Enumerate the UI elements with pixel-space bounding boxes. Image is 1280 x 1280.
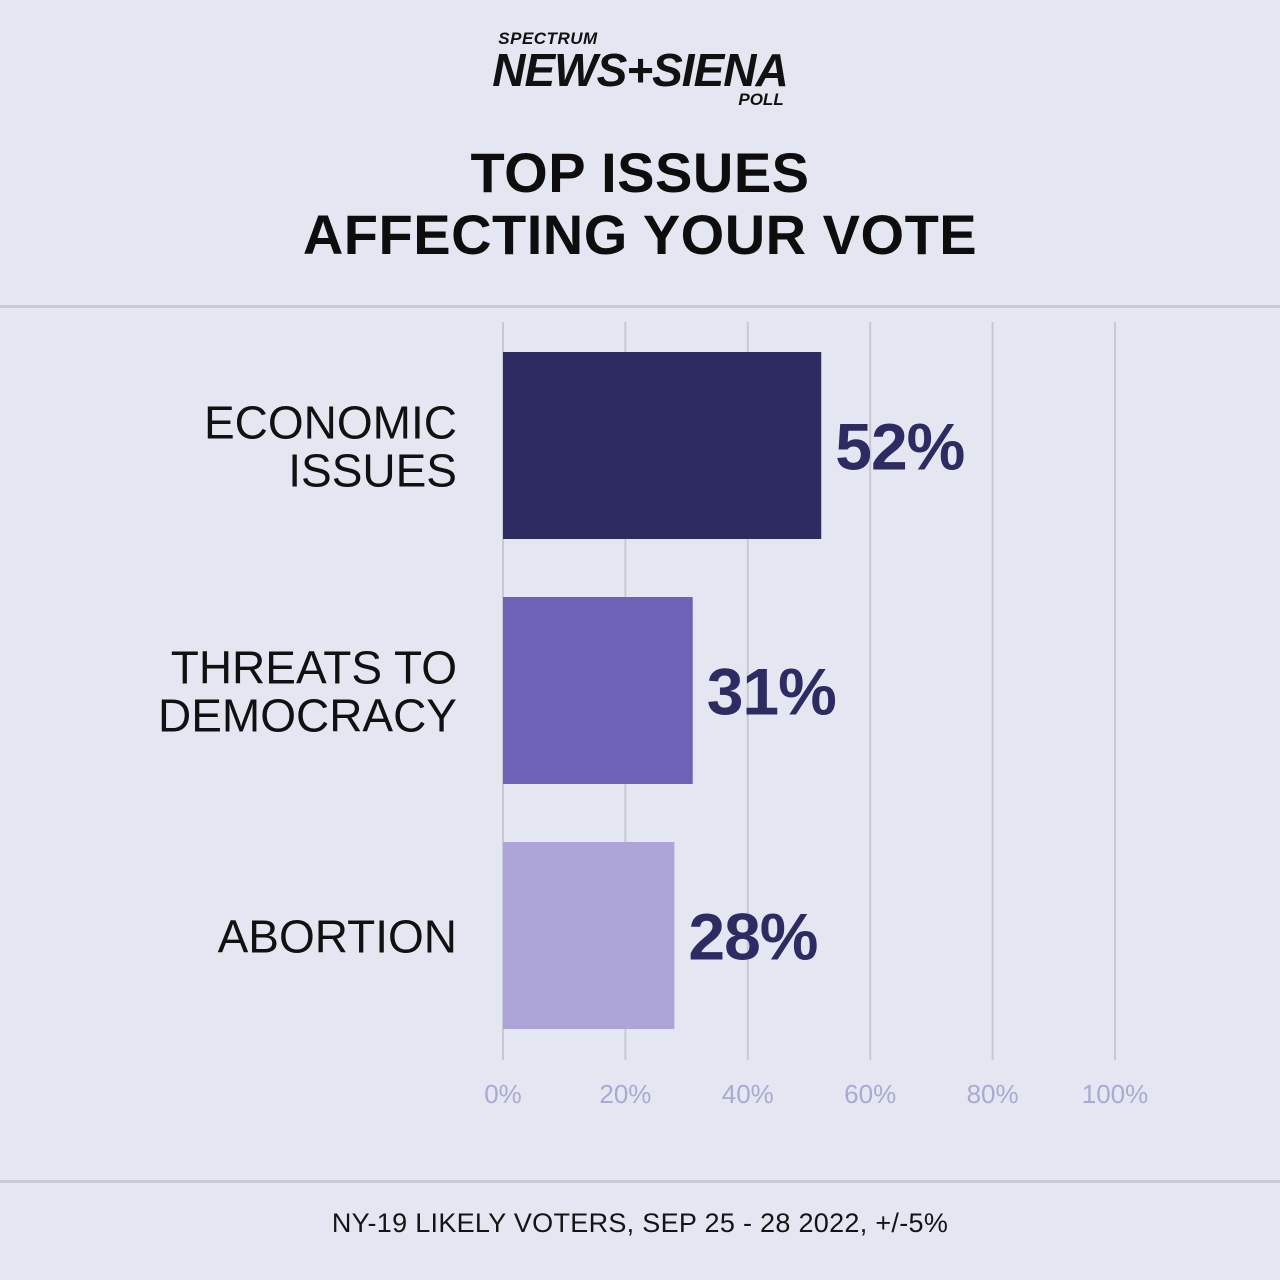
bar-value-label: 28%: [688, 900, 817, 974]
logo-main-text: NEWS+SIENA: [492, 44, 788, 96]
chart-title: TOP ISSUES AFFECTING YOUR VOTE: [0, 142, 1280, 266]
x-tick-label: 20%: [599, 1079, 651, 1109]
bottom-divider: [0, 1180, 1280, 1183]
x-tick-label: 60%: [844, 1079, 896, 1109]
category-label: ECONOMIC: [204, 397, 457, 449]
category-label: ABORTION: [218, 911, 457, 963]
x-tick-label: 80%: [967, 1079, 1019, 1109]
x-tick-label: 40%: [722, 1079, 774, 1109]
top-divider: [0, 305, 1280, 308]
bar-value-label: 31%: [707, 655, 836, 729]
logo-bottom-text: POLL: [738, 90, 784, 109]
chart-title-line-1: TOP ISSUES: [470, 141, 810, 204]
x-tick-label: 0%: [484, 1079, 522, 1109]
logo-top-text: SPECTRUM: [498, 29, 598, 48]
chart-title-line-2: AFFECTING YOUR VOTE: [302, 203, 978, 266]
bar-1: [503, 597, 693, 784]
bar-0: [503, 352, 822, 539]
category-label: THREATS TO: [171, 642, 457, 694]
category-label: ISSUES: [288, 445, 457, 497]
footer-note: NY-19 LIKELY VOTERS, SEP 25 - 28 2022, +…: [331, 1208, 949, 1238]
brand-logo: SPECTRUM NEWS+SIENA POLL: [0, 30, 1280, 110]
bar-2: [503, 842, 675, 1029]
bar-value-label: 52%: [835, 410, 964, 484]
x-tick-label: 100%: [1082, 1079, 1149, 1109]
category-label: DEMOCRACY: [158, 690, 457, 742]
